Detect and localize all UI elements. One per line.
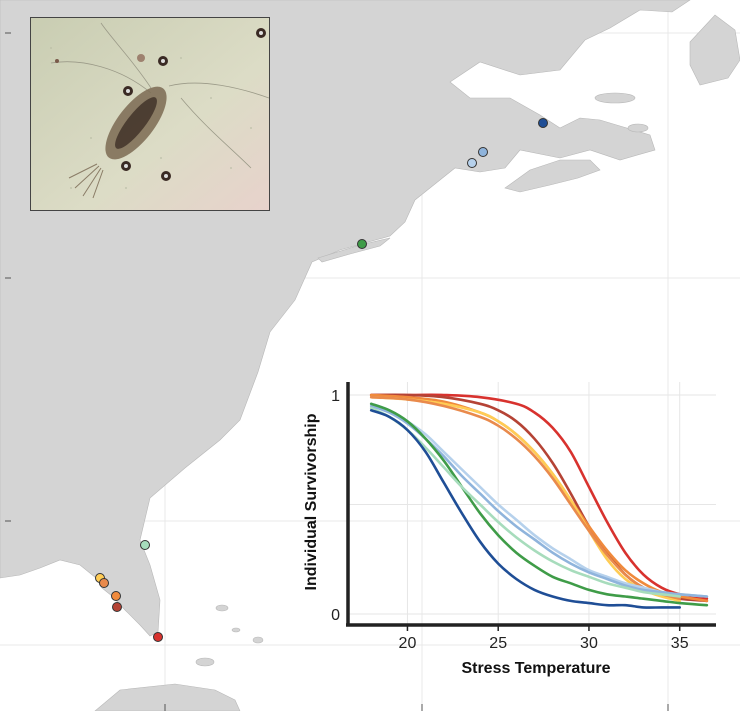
bahamas-islands (195, 604, 264, 667)
site-marker (111, 591, 121, 601)
copepod-photo (31, 18, 269, 210)
site-marker (153, 632, 163, 642)
survivorship-curve (369, 402, 709, 607)
survivorship-chart: 20 25 30 35 0 1 Individual Survivorship Stres… (303, 382, 716, 677)
survivorship-curve (369, 402, 709, 598)
map-axis-ticks (5, 32, 669, 711)
site-marker (99, 578, 109, 588)
copepod-body (68, 86, 167, 199)
site-marker (478, 147, 488, 157)
x-tick-label: 25 (489, 635, 507, 652)
nova-scotia (504, 159, 601, 193)
sampling-sites (95, 118, 548, 642)
newfoundland (689, 14, 740, 86)
site-marker (112, 602, 122, 612)
site-marker (140, 540, 150, 550)
axis-ticks: 20 25 30 35 0 1 (331, 388, 689, 652)
site-marker (357, 239, 367, 249)
y-axis-label: Individual Survivorship (303, 413, 320, 590)
survivorship-curve (369, 395, 681, 600)
x-axis-label: Stress Temperature (461, 660, 610, 677)
cuba (94, 683, 241, 711)
survivorship-curve (369, 406, 681, 598)
site-marker (538, 118, 548, 128)
chart-series (369, 393, 709, 609)
gulf-islands (594, 92, 649, 133)
x-tick-label: 20 (399, 635, 417, 652)
x-tick-label: 35 (671, 635, 689, 652)
survivorship-curve (369, 393, 709, 600)
survivorship-curve (369, 409, 681, 609)
y-tick-label: 0 (331, 607, 340, 624)
y-tick-label: 1 (331, 388, 340, 405)
x-tick-label: 30 (580, 635, 598, 652)
photo-specks (55, 28, 266, 181)
site-marker (467, 158, 477, 168)
copepod-photo-inset (30, 17, 270, 211)
